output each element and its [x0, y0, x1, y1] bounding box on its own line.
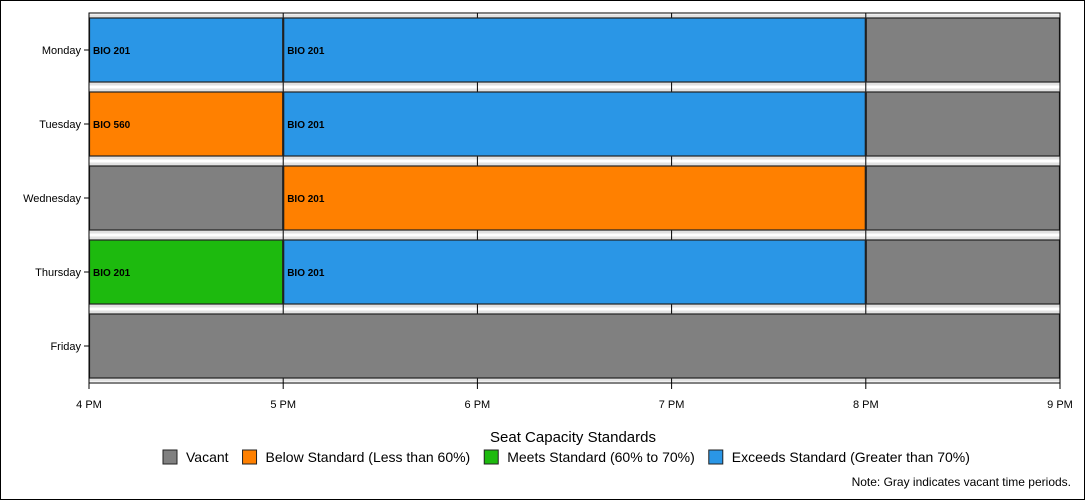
legend-item-below: Below Standard (Less than 60%) [242, 449, 471, 465]
bar-segment-friday[interactable] [88, 313, 1061, 379]
x-tick-label: 5 PM [270, 399, 296, 411]
footnote: Note: Gray indicates vacant time periods… [852, 475, 1071, 489]
legend-item-vacant: Vacant [162, 449, 229, 465]
legend-swatch-below [242, 449, 258, 465]
y-tick-label-monday: Monday [42, 45, 82, 57]
legend-swatch-vacant [162, 449, 178, 465]
x-tick-label: 8 PM [853, 399, 879, 411]
bar-segment-thursday[interactable]: BIO 201 [88, 239, 284, 305]
plot-area: BIO 201 BIO 201 BIO 560 BIO 201 BIO 201 BIO 2… [88, 11, 1061, 385]
legend-label-vacant: Vacant [186, 449, 229, 465]
bar-segment-tuesday[interactable]: BIO 201 [283, 91, 866, 157]
bar-vacant[interactable] [88, 313, 1061, 379]
bar-segment-monday[interactable]: BIO 201 [283, 17, 866, 83]
bar-segment-tuesday[interactable] [865, 91, 1061, 157]
bar-segment-thursday[interactable]: BIO 201 [283, 239, 866, 305]
bar-below[interactable] [88, 91, 284, 157]
bar-below[interactable] [283, 165, 866, 231]
bar-segment-wednesday[interactable]: BIO 201 [283, 165, 866, 231]
legend: Seat Capacity Standards Vacant Below Stan… [162, 429, 970, 465]
legend-item-exceeds: Exceeds Standard (Greater than 70%) [708, 449, 970, 465]
bar-label: BIO 201 [93, 46, 131, 57]
bar-vacant[interactable] [865, 17, 1061, 83]
bar-segment-tuesday[interactable]: BIO 560 [88, 91, 284, 157]
legend-label-meets: Meets Standard (60% to 70%) [507, 449, 695, 465]
bar-segment-monday[interactable] [865, 17, 1061, 83]
bar-vacant[interactable] [88, 165, 284, 231]
legend-swatch-exceeds [708, 449, 724, 465]
legend-swatch-meets [483, 449, 499, 465]
bar-segment-thursday[interactable] [865, 239, 1061, 305]
legend-label-exceeds: Exceeds Standard (Greater than 70%) [732, 449, 970, 465]
x-axis: 4 PM 5 PM 6 PM 7 PM 8 PM 9 PM [76, 382, 1073, 411]
bar-label: BIO 201 [287, 120, 325, 131]
bar-label: BIO 201 [93, 268, 131, 279]
bar-label: BIO 201 [287, 46, 325, 57]
x-tick-label: 4 PM [76, 399, 102, 411]
bar-exceeds[interactable] [283, 17, 866, 83]
bar-meets[interactable] [88, 239, 284, 305]
y-axis: Monday Tuesday Wednesday Thursday Friday [23, 13, 90, 383]
y-tick-label-thursday: Thursday [35, 267, 81, 279]
bar-exceeds[interactable] [283, 239, 866, 305]
bar-segment-wednesday[interactable] [88, 165, 284, 231]
bar-segment-monday[interactable]: BIO 201 [88, 17, 284, 83]
y-tick-label-friday: Friday [50, 341, 81, 353]
y-tick-label-tuesday: Tuesday [39, 119, 81, 131]
bar-label: BIO 201 [287, 194, 325, 205]
bar-exceeds[interactable] [283, 91, 866, 157]
bar-vacant[interactable] [865, 91, 1061, 157]
bar-segment-wednesday[interactable] [865, 165, 1061, 231]
x-tick-label: 7 PM [659, 399, 685, 411]
bar-vacant[interactable] [865, 165, 1061, 231]
bar-vacant[interactable] [865, 239, 1061, 305]
bar-label: BIO 560 [93, 120, 131, 131]
y-tick-label-wednesday: Wednesday [23, 193, 81, 205]
x-tick-label: 6 PM [465, 399, 491, 411]
x-tick-label: 9 PM [1047, 399, 1073, 411]
legend-item-meets: Meets Standard (60% to 70%) [483, 449, 695, 465]
legend-label-below: Below Standard (Less than 60%) [266, 449, 471, 465]
legend-title: Seat Capacity Standards [490, 429, 656, 446]
bar-label: BIO 201 [287, 268, 325, 279]
